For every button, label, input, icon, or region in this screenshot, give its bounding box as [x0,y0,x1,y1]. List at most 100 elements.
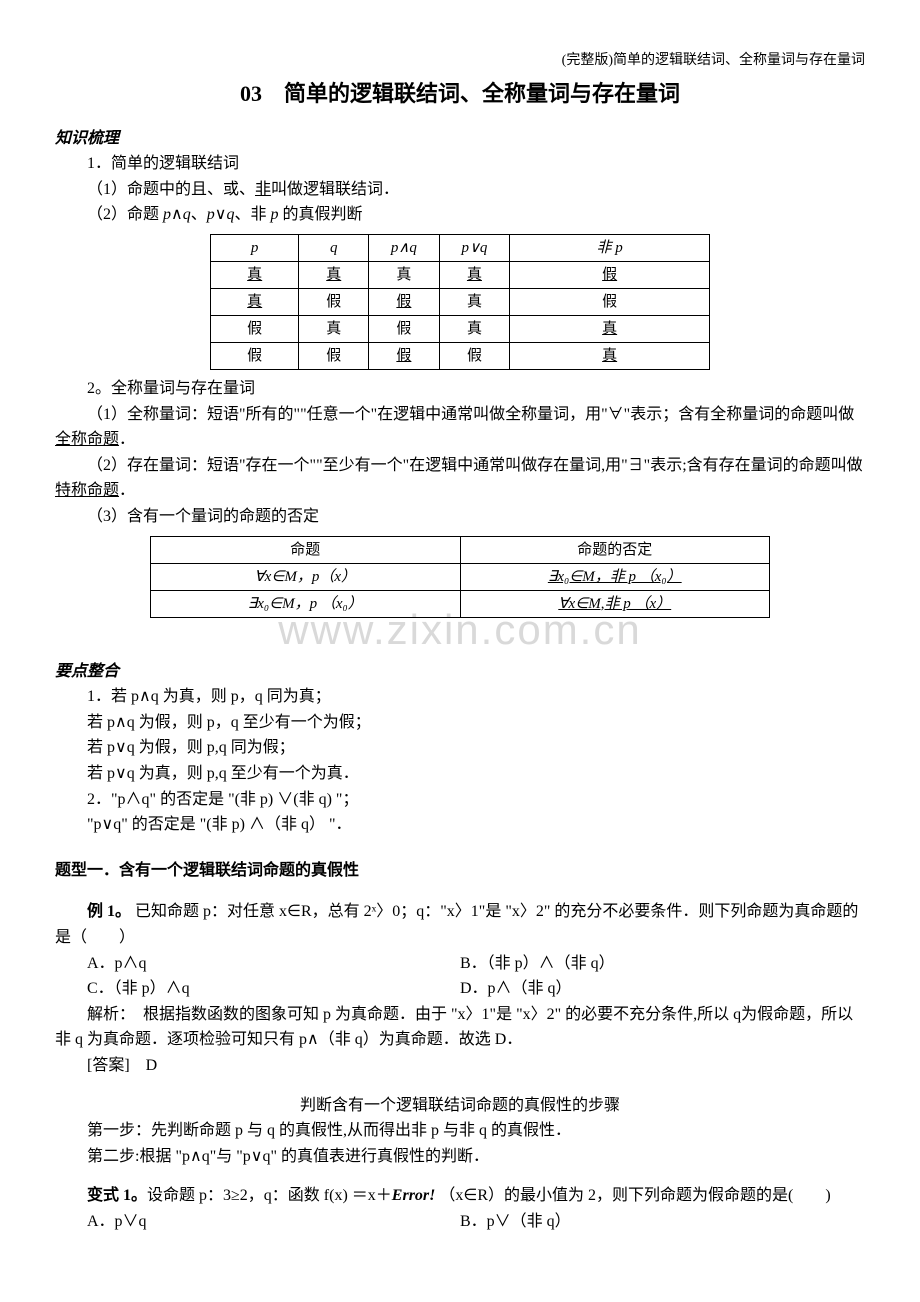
table-cell: ∀x∈M,非 p （x） [460,590,770,617]
line-2-1: 2。全称量词与存在量词 [55,376,865,402]
topic-1: 题型一．含有一个逻辑联结词命题的真假性 例 1。 已知命题 p：对任意 x∈R，… [55,858,865,1235]
variant-options-row: A．p∨q B．p∨（非 q） [55,1209,865,1235]
section-knowledge: 知识梳理 1．简单的逻辑联结词 （1）命题中的且、或、非叫做逻辑联结词． （2）… [55,126,865,618]
table-cell: 真 [299,261,369,288]
document-title: 03 简单的逻辑联结词、全称量词与存在量词 [55,76,865,111]
table-row: ∀x∈M，p（x）∃x₀∈M，非 p （x₀） [151,563,770,590]
table-cell: 假 [299,288,369,315]
table-header-row: 命题命题的否定 [151,536,770,563]
section-head-points: 要点整合 [55,659,865,685]
table-cell: 真 [439,315,510,342]
example-label: 例 1。 [87,903,131,920]
var-q: q [183,206,191,223]
table-row: 真假假真假 [211,288,710,315]
point-line: "p∨q" 的否定是 "(非 p) ∧（非 q） "． [55,812,865,838]
table-cell: 假 [211,315,299,342]
text: 、非 [234,206,270,223]
paragraph-universal: （1）全称量词：短语"所有的""任意一个"在逻辑中通常叫做全称量词，用"∀"表示… [55,402,865,453]
option-b: B．（非 p）∧（非 q） [460,951,865,977]
table-cell: 假 [369,315,440,342]
text: ． [119,482,135,499]
table-cell: 真 [369,261,440,288]
variant-1: 变式 1。设命题 p：3≥2，q：函数 f(x) ＝x＋Error! （x∈R）… [55,1183,865,1209]
line-1-2: （1）命题中的且、或、非叫做逻辑联结词． [55,177,865,203]
table-row: 假假假假真 [211,342,710,369]
topic-1-head: 题型一．含有一个逻辑联结词命题的真假性 [55,858,865,884]
table-cell: 假 [211,342,299,369]
variant-body-a: 设命题 p：3≥2，q：函数 f(x) ＝x＋ [147,1187,392,1204]
variant-label: 变式 1。 [87,1187,147,1204]
underline-text: 全称命题 [55,431,119,448]
variant-option-a: A．p∨q [55,1209,460,1235]
table-row: ∃x₀∈M，p （x₀）∀x∈M,非 p （x） [151,590,770,617]
text: （1）全称量词：短语"所有的""任意一个"在逻辑中通常叫做全称量词，用"∀"表示… [87,406,854,423]
text: 、 [191,206,207,223]
section-head-knowledge: 知识梳理 [55,126,865,152]
table-header: 命题的否定 [460,536,770,563]
step-1: 第一步：先判断命题 p 与 q 的真假性,从而得出非 p 与非 q 的真假性． [55,1118,865,1144]
example-body: 已知命题 p：对任意 x∈R，总有 2ˣ〉0；q："x〉1"是 "x〉2" 的充… [55,903,858,946]
table-header: 非 p [510,234,710,261]
variant-option-b: B．p∨（非 q） [460,1209,865,1235]
table-row: 真真真真假 [211,261,710,288]
table-header-row: pqp∧qp∨q非 p [211,234,710,261]
options-row-2: C．（非 p）∧q D．p∧（非 q） [55,976,865,1002]
table-cell: 假 [299,342,369,369]
table-cell: 真 [439,261,510,288]
option-d: D．p∧（非 q） [460,976,865,1002]
table-cell: ∀x∈M，p（x） [151,563,461,590]
table-header: p∧q [369,234,440,261]
table-cell: ∃x₀∈M，非 p （x₀） [460,563,770,590]
text: ∨ [215,206,227,223]
step-2: 第二步:根据 "p∧q"与 "p∨q" 的真值表进行真假性的判断． [55,1144,865,1170]
example-1: 例 1。 已知命题 p：对任意 x∈R，总有 2ˣ〉0；q："x〉1"是 "x〉… [55,899,865,950]
page: (完整版)简单的逻辑联结词、全称量词与存在量词 03 简单的逻辑联结词、全称量词… [0,0,920,1265]
text: ． [119,431,135,448]
point-line: 若 p∨q 为真，则 p,q 至少有一个为真． [55,761,865,787]
table-cell: 真 [211,288,299,315]
answer: [答案] D [55,1053,865,1079]
underline-text: 非 [255,181,271,198]
section-points: 要点整合 1．若 p∧q 为真，则 p，q 同为真；若 p∧q 为假，则 p，q… [55,659,865,838]
point-line: 2．"p∧q" 的否定是 "(非 p) ∨(非 q) "； [55,787,865,813]
text: （1）命题中的且、或、 [87,181,255,198]
var-p: p [163,206,171,223]
table-cell: 假 [439,342,510,369]
table-header: p [211,234,299,261]
variant-body-b: （x∈R）的最小值为 2，则下列命题为假命题的是( ) [435,1187,830,1204]
point-line: 1．若 p∧q 为真，则 p，q 同为真； [55,684,865,710]
var-p: p [207,206,215,223]
steps-title: 判断含有一个逻辑联结词命题的真假性的步骤 [55,1093,865,1119]
line-1-3: （2）命题 p∧q、p∨q、非 p 的真假判断 [55,202,865,228]
error-text: Error! [392,1187,436,1204]
table-cell: ∃x₀∈M，p （x₀） [151,590,461,617]
option-c: C．（非 p）∧q [55,976,460,1002]
point-line: 若 p∧q 为假，则 p，q 至少有一个为假； [55,710,865,736]
table-cell: 假 [369,342,440,369]
negation-table: 命题命题的否定∀x∈M，p（x）∃x₀∈M，非 p （x₀）∃x₀∈M，p （x… [150,536,770,618]
header-note: (完整版)简单的逻辑联结词、全称量词与存在量词 [55,50,865,72]
table-cell: 真 [299,315,369,342]
option-a: A．p∧q [55,951,460,977]
table-cell: 真 [510,342,710,369]
line-1-1: 1．简单的逻辑联结词 [55,151,865,177]
text: （2）命题 [87,206,163,223]
table-cell: 真 [510,315,710,342]
table-cell: 假 [510,261,710,288]
table-header: p∨q [439,234,510,261]
table-cell: 假 [510,288,710,315]
table-header: 命题 [151,536,461,563]
underline-text: 特称命题 [55,482,119,499]
point-line: 若 p∨q 为假，则 p,q 同为假； [55,735,865,761]
line-2-3: （3）含有一个量词的命题的否定 [55,504,865,530]
text: （2）存在量词：短语"存在一个""至少有一个"在逻辑中通常叫做存在量词,用"∃"… [87,457,863,474]
options-row-1: A．p∧q B．（非 p）∧（非 q） [55,951,865,977]
truth-table: pqp∧qp∨q非 p 真真真真假真假假真假假真假真真假假假假真 [210,234,710,370]
table-cell: 假 [369,288,440,315]
text: 的真假判断 [278,206,362,223]
table-cell: 真 [439,288,510,315]
solution: 解析： 根据指数函数的图象可知 p 为真命题．由于 "x〉1"是 "x〉2" 的… [55,1002,865,1053]
paragraph-existential: （2）存在量词：短语"存在一个""至少有一个"在逻辑中通常叫做存在量词,用"∃"… [55,453,865,504]
text: ∧ [171,206,183,223]
table-cell: 真 [211,261,299,288]
